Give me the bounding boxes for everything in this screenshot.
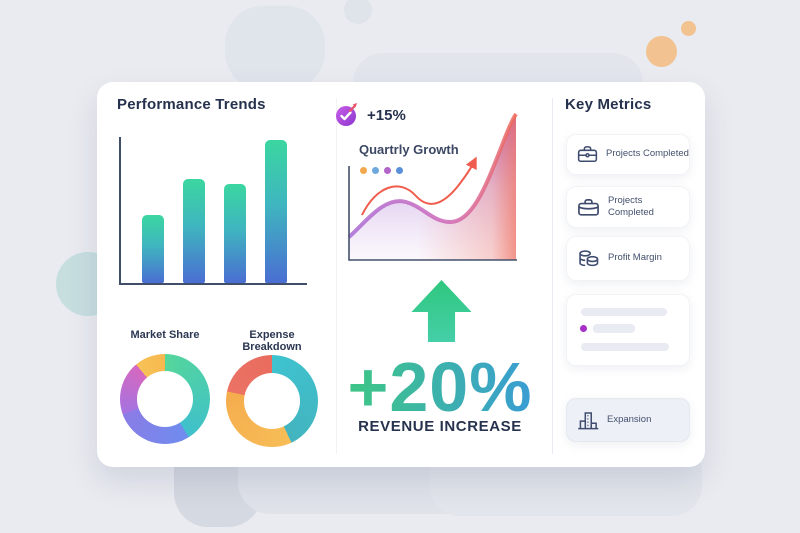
performance-trends-title: Performance Trends bbox=[117, 96, 266, 113]
legend-dot bbox=[372, 167, 379, 174]
bar-Q1 bbox=[142, 215, 164, 283]
decor-orange-circle bbox=[646, 36, 677, 67]
coins-icon bbox=[579, 250, 599, 267]
section-divider bbox=[552, 98, 553, 454]
legend-dot bbox=[360, 167, 367, 174]
metric-card-projects-completed[interactable]: Projects Completed bbox=[566, 186, 690, 228]
metric-card-projects-completed[interactable]: Projects Completed bbox=[566, 134, 690, 175]
metric-card-expansion[interactable]: Expansion bbox=[566, 398, 690, 442]
metric-label: Expansion bbox=[607, 413, 652, 425]
building-icon bbox=[578, 412, 599, 430]
market-share-label: Market Share bbox=[130, 329, 200, 341]
legend-dots bbox=[360, 167, 403, 174]
up-arrow-icon bbox=[411, 280, 472, 342]
bar-Q4 bbox=[265, 140, 287, 283]
key-metrics-title: Key Metrics bbox=[565, 96, 652, 113]
section-divider bbox=[336, 98, 337, 454]
expense-breakdown-label: Expense Breakdown bbox=[242, 329, 302, 353]
trend-up-arrow-icon bbox=[361, 156, 477, 216]
market-share-donut-chart bbox=[120, 354, 210, 444]
metric-card-profit-margin[interactable]: Profit Margin bbox=[566, 236, 690, 281]
placeholder-line bbox=[593, 324, 635, 333]
donut-hole bbox=[137, 371, 193, 427]
chart-axes bbox=[348, 166, 517, 261]
metric-label: Profit Margin bbox=[608, 252, 662, 264]
growth-badge-row: +15% bbox=[335, 102, 406, 128]
metric-label: Projects Completed bbox=[608, 194, 654, 218]
placeholder-line bbox=[581, 308, 667, 316]
performance-bar-chart bbox=[119, 137, 307, 285]
legend-dot bbox=[396, 167, 403, 174]
donut-hole bbox=[244, 373, 300, 429]
bar-Q2 bbox=[183, 179, 205, 283]
revenue-increase-label: REVENUE INCREASE bbox=[358, 418, 522, 435]
expense-breakdown-donut-chart bbox=[226, 355, 318, 447]
background-blob bbox=[225, 6, 325, 90]
bullet-dot bbox=[580, 325, 587, 332]
decor-orange-circle bbox=[681, 21, 696, 36]
background-circle bbox=[344, 0, 372, 24]
quartrly-growth-title: Quartrly Growth bbox=[359, 142, 459, 157]
growth-badge-value: +15% bbox=[367, 106, 406, 124]
briefcase-icon bbox=[578, 198, 599, 216]
bar-Q3 bbox=[224, 184, 246, 283]
placeholder-line bbox=[581, 343, 669, 351]
dashboard-card: Performance Trends Market Share Expense … bbox=[97, 82, 705, 467]
briefcase-icon bbox=[577, 146, 598, 163]
revenue-increase-value: +20% bbox=[340, 352, 540, 422]
legend-dot bbox=[384, 167, 391, 174]
metric-label: Projects Completed bbox=[606, 148, 689, 160]
quartrly-growth-chart bbox=[347, 110, 518, 262]
metric-card-placeholder[interactable] bbox=[566, 294, 690, 366]
check-trend-badge-icon bbox=[336, 103, 357, 126]
